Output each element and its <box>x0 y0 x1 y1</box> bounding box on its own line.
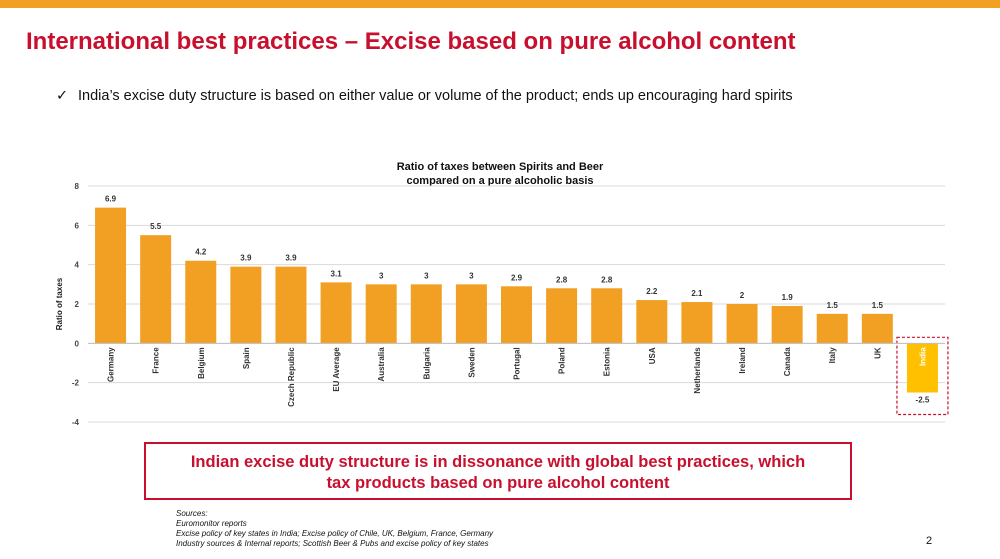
data-label: 1.9 <box>782 293 794 302</box>
bar <box>636 300 668 344</box>
bar <box>320 282 352 344</box>
bar <box>771 305 803 344</box>
data-label: 5.5 <box>150 222 162 231</box>
slide-title: International best practices – Excise ba… <box>26 28 796 55</box>
data-label: 3 <box>379 271 384 280</box>
category-label: Spain <box>242 347 251 369</box>
bar <box>861 313 893 344</box>
source-line: Excise policy of key states in India; Ex… <box>176 529 494 538</box>
bullet-text: India’s excise duty structure is based o… <box>78 88 793 104</box>
bar <box>591 288 623 344</box>
category-label: Estonia <box>603 347 612 376</box>
callout-line1: Indian excise duty structure is in disso… <box>190 453 806 471</box>
data-label: 2.8 <box>601 275 613 284</box>
checkmark-icon: ✓ <box>56 88 69 104</box>
chart-title-line2: compared on a pure alcoholic basis <box>406 175 594 187</box>
callout-box: Indian excise duty structure is in disso… <box>144 442 852 500</box>
category-label: Germany <box>107 347 116 382</box>
data-label: -2.5 <box>916 396 930 405</box>
category-label: Portugal <box>513 347 522 379</box>
bullet-point: ✓ India’s excise duty structure is based … <box>56 88 793 104</box>
data-label: 2.2 <box>646 287 658 296</box>
sources-heading: Sources: <box>176 509 208 518</box>
callout-line2: tax products based on pure alcohol conte… <box>326 474 670 492</box>
category-label: Poland <box>558 347 567 374</box>
category-label: India <box>918 347 927 366</box>
data-label: 2.8 <box>556 275 568 284</box>
bar <box>816 313 848 344</box>
bar <box>95 207 127 344</box>
y-axis-label: Ratio of taxes <box>55 277 64 330</box>
bar <box>275 266 307 344</box>
bar <box>726 304 758 344</box>
bar <box>410 284 442 344</box>
bar <box>230 266 262 344</box>
bar <box>906 343 938 393</box>
data-label: 1.5 <box>872 301 884 310</box>
data-label: 2 <box>740 291 745 300</box>
source-line: Euromonitor reports <box>176 519 247 528</box>
data-label: 3.9 <box>285 254 297 263</box>
y-tick-label: 8 <box>75 182 80 191</box>
chart-title-line1: Ratio of taxes between Spirits and Beer <box>396 161 604 173</box>
y-tick-label: -4 <box>72 418 80 427</box>
bar <box>501 286 532 344</box>
bar <box>546 288 578 344</box>
category-label: France <box>152 347 161 374</box>
category-label: Australia <box>377 347 386 382</box>
category-label: EU Average <box>332 347 341 392</box>
category-label: Bulgaria <box>422 347 431 380</box>
bar <box>455 284 487 344</box>
category-label: Italy <box>828 347 837 364</box>
sources-note: Sources: Euromonitor reports Excise poli… <box>176 509 493 549</box>
category-label: Netherlands <box>693 347 702 394</box>
data-label: 1.5 <box>827 301 839 310</box>
data-label: 4.2 <box>195 248 207 257</box>
category-label: Sweden <box>467 347 476 377</box>
top-accent-bar <box>0 0 1000 8</box>
category-label: Ireland <box>738 347 747 373</box>
data-label: 3 <box>469 271 474 280</box>
highlight-box <box>896 336 949 416</box>
y-tick-label: 0 <box>75 339 80 348</box>
data-label: 3 <box>424 271 429 280</box>
source-line: Industry sources & Internal reports; Sco… <box>176 539 489 548</box>
y-tick-label: 2 <box>75 300 80 309</box>
bar <box>140 235 172 344</box>
data-label: 6.9 <box>105 195 117 204</box>
data-label: 2.9 <box>511 273 523 282</box>
y-tick-label: -2 <box>72 379 80 388</box>
category-label: USA <box>648 347 657 364</box>
category-label: Canada <box>783 347 792 376</box>
category-label: Belgium <box>197 347 206 379</box>
bar <box>365 284 397 344</box>
page-number: 2 <box>926 535 933 547</box>
bar <box>681 302 713 344</box>
bar <box>185 260 217 344</box>
y-tick-label: 6 <box>75 221 80 230</box>
category-label: UK <box>873 347 882 359</box>
data-label: 2.1 <box>691 289 703 298</box>
y-tick-label: 4 <box>75 261 80 270</box>
chart-title: Ratio of taxes between Spirits and Beer … <box>330 160 670 188</box>
data-label: 3.1 <box>331 269 343 278</box>
data-label: 3.9 <box>240 254 252 263</box>
category-label: Czech Republic <box>287 347 296 407</box>
